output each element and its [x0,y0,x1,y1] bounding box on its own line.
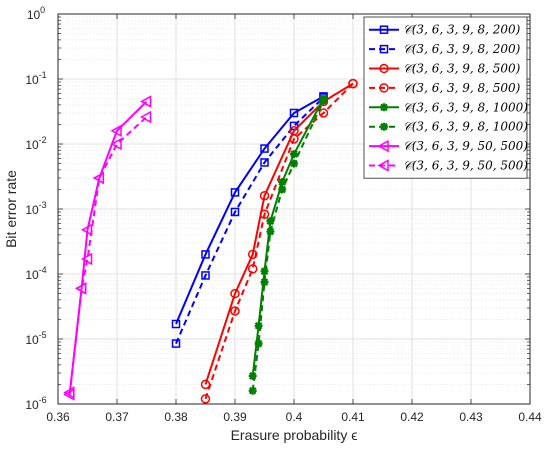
data-point [139,95,152,108]
data-point [80,252,93,266]
x-tick-label: 0.38 [164,410,188,424]
legend: 𝒞(3, 6, 3, 9, 8, 200) 𝒞(3, 6, 3, 9, 8, 20… [363,16,528,179]
series-line [175,95,324,325]
legend-entry: 𝒞(3, 6, 3, 9, 8, 1000) [369,100,528,114]
data-point [110,137,122,151]
data-point [266,227,275,236]
data-point [92,171,105,185]
data-point [290,159,298,168]
y-tick-label: 10-2 [25,135,46,152]
data-point [266,217,275,226]
data-point [201,271,210,280]
data-point [278,185,287,194]
legend-label: 𝒞(3, 6, 3, 9, 8, 200) [403,42,521,56]
y-tick-labels: 100 10-1 10-2 10-3 10-4 10-5 10-6 [25,5,46,412]
data-point [260,267,269,276]
data-point [319,96,328,105]
data-point [377,159,389,172]
x-tick-label: 0.4 [286,410,303,424]
x-tick-label: 0.43 [459,410,483,424]
x-tick-label: 0.36 [46,410,70,424]
series-8 [63,110,152,401]
series-line [68,100,148,393]
legend-entry: 𝒞(3, 6, 3, 9, 8, 500) [369,62,521,76]
legend-entry: 𝒞(3, 6, 3, 9, 8, 200) [369,23,521,37]
legend-label: 𝒞(3, 6, 3, 9, 8, 1000) [403,100,528,114]
legend-label: 𝒞(3, 6, 3, 9, 8, 500) [403,62,521,76]
legend-label: 𝒞(3, 6, 3, 9, 8, 500) [403,81,521,95]
data-point [380,122,388,131]
data-point [171,319,181,329]
legend-label: 𝒞(3, 6, 3, 9, 50, 500) [403,159,528,173]
data-point [230,207,240,217]
legend-entry: 𝒞(3, 6, 3, 9, 8, 1000) [369,120,528,134]
data-point [260,144,269,153]
data-point [259,209,270,220]
y-tick-label: 10-3 [25,200,46,217]
data-point [348,78,358,89]
data-point [254,339,263,348]
data-point [289,108,299,118]
data-point [200,394,211,404]
legend-entry: 𝒞(3, 6, 3, 9, 8, 200) [369,42,521,56]
legend-entry: 𝒞(3, 6, 3, 9, 50, 500) [369,139,528,153]
data-point [230,188,240,197]
legend-box [363,16,528,179]
y-tick-label: 100 [27,5,45,22]
data-point [171,339,181,348]
data-point [254,321,263,330]
legend-entry: 𝒞(3, 6, 3, 9, 8, 500) [369,81,521,95]
data-point [248,371,257,380]
y-tick-label: 10-5 [25,330,46,347]
x-tick-label: 0.44 [518,410,542,424]
x-tick-label: 0.37 [105,410,129,424]
data-point [377,139,389,153]
series-line [204,82,354,400]
x-tick-labels: 0.36 0.37 0.38 0.39 0.4 0.41 0.42 0.43 0.44 [46,410,542,424]
data-point [247,264,258,274]
y-tick-label: 10-6 [25,395,46,412]
data-point [379,25,389,34]
data-point [380,103,388,112]
legend-label: 𝒞(3, 6, 3, 9, 8, 200) [403,23,521,37]
legend-label: 𝒞(3, 6, 3, 9, 50, 500) [403,139,528,153]
data-point [248,386,257,395]
y-axis-label: Bit error rate [3,170,19,248]
data-point [318,108,329,118]
data-point [289,134,299,144]
data-point [230,306,240,316]
data-point [63,388,75,401]
series-layer [63,78,358,404]
x-tick-label: 0.39 [223,410,247,424]
series-6 [248,96,328,395]
series-4 [200,78,358,404]
legend-label: 𝒞(3, 6, 3, 9, 8, 1000) [403,120,528,134]
data-point [201,250,210,259]
series-5 [248,94,328,380]
data-point [110,124,122,138]
y-tick-label: 10-4 [25,265,46,282]
legend-entry: 𝒞(3, 6, 3, 9, 50, 500) [369,159,528,173]
data-point [379,83,389,93]
series-line [68,116,148,395]
data-point [260,158,269,167]
series-2 [171,93,328,348]
data-point [379,44,389,54]
x-tick-label: 0.42 [400,410,424,424]
data-point [379,63,389,74]
x-tick-label: 0.41 [341,410,365,424]
data-point [80,223,93,236]
y-tick-label: 10-1 [25,70,46,87]
series-line [175,96,325,344]
data-point [230,288,240,299]
data-point [278,178,287,187]
data-point [290,150,298,159]
ticks-layer [57,13,531,405]
data-point [260,278,269,287]
data-point [139,110,152,124]
x-axis-label: Erasure probability ϵ [231,427,358,443]
data-point [75,282,87,295]
data-point [259,190,270,201]
